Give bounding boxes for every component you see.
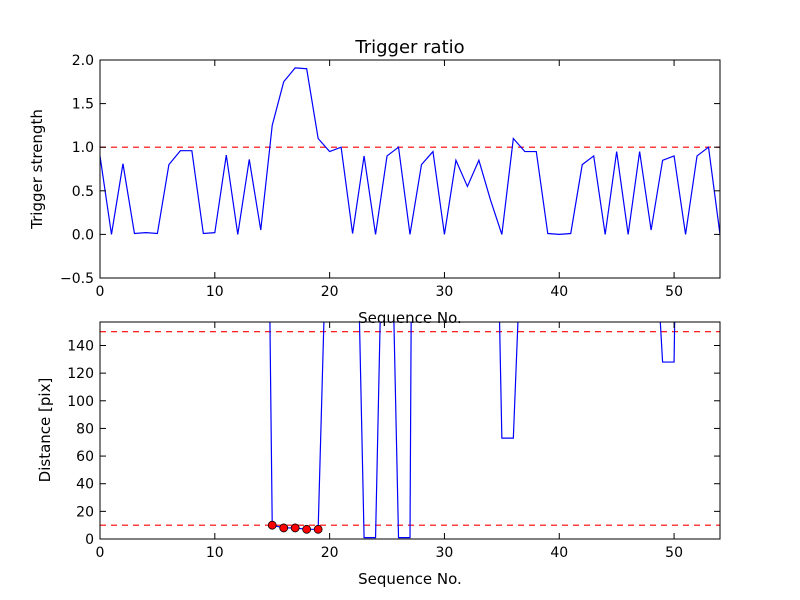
bottom-data-point	[302, 524, 312, 534]
top-x-tick-label: 30	[436, 284, 454, 300]
top-x-tick-label: 0	[96, 284, 105, 300]
bottom-y-tick-label: 0	[85, 532, 94, 548]
bottom-y-axis-label: Distance [pix]	[36, 378, 54, 483]
bottom-series-line	[358, 322, 381, 539]
top-tick-marks	[99, 59, 720, 279]
bottom-plot-area	[100, 322, 720, 539]
top-x-axis: 0 10 20 30 40 50	[96, 284, 683, 300]
bottom-y-tick-label: 40	[76, 477, 94, 493]
top-chart-title: Trigger ratio	[354, 37, 464, 58]
bottom-chart: 0 10 20 30 40 50 0 20 40 60 80 100 120 1…	[36, 321, 721, 588]
top-y-tick-label: 1.0	[72, 140, 94, 156]
bottom-y-axis: 0 20 40 60 80 100 120 140	[67, 338, 94, 548]
bottom-x-tick-label: 40	[550, 545, 568, 561]
top-x-axis-label: Sequence No.	[358, 309, 462, 327]
bottom-series-line	[498, 322, 519, 439]
top-y-tick-label: 0.5	[72, 184, 94, 200]
bottom-x-tick-label: 0	[96, 545, 105, 561]
bottom-series-line	[659, 322, 676, 363]
bottom-x-axis: 0 10 20 30 40 50	[96, 545, 683, 561]
bottom-y-tick-label: 100	[67, 394, 94, 410]
bottom-x-tick-label: 10	[206, 545, 224, 561]
bottom-x-tick-label: 50	[665, 545, 683, 561]
top-y-tick-label: 1.5	[72, 97, 94, 113]
bottom-data-point	[267, 520, 277, 530]
bottom-data-point	[290, 523, 300, 533]
top-x-tick-label: 50	[665, 284, 683, 300]
bottom-y-tick-label: 20	[76, 504, 94, 520]
top-y-axis-label: Trigger strength	[28, 109, 46, 230]
bottom-data-point	[279, 523, 289, 533]
top-plot-area	[100, 67, 720, 236]
bottom-y-tick-label: 120	[67, 366, 94, 382]
top-series-line	[100, 67, 720, 236]
bottom-axes-frame	[99, 321, 721, 540]
top-x-tick-label: 40	[550, 284, 568, 300]
bottom-y-tick-label: 140	[67, 338, 94, 354]
top-y-tick-label: 0.0	[72, 227, 94, 243]
bottom-y-tick-label: 80	[76, 421, 94, 437]
top-y-tick-label: 2.0	[72, 53, 94, 69]
bottom-series-line	[393, 322, 412, 539]
bottom-x-tick-label: 30	[436, 545, 454, 561]
bottom-x-axis-label: Sequence No.	[358, 570, 462, 588]
bottom-tick-marks	[99, 322, 720, 540]
bottom-data-point	[313, 524, 323, 534]
top-y-tick-label: −0.5	[60, 271, 94, 287]
top-x-tick-label: 10	[206, 284, 224, 300]
top-y-axis: −0.5 0.0 0.5 1.0 1.5 2.0	[60, 53, 94, 287]
bottom-x-tick-label: 20	[321, 545, 339, 561]
top-x-tick-label: 20	[321, 284, 339, 300]
top-axes-frame	[99, 59, 721, 279]
bottom-y-tick-label: 60	[76, 449, 94, 465]
